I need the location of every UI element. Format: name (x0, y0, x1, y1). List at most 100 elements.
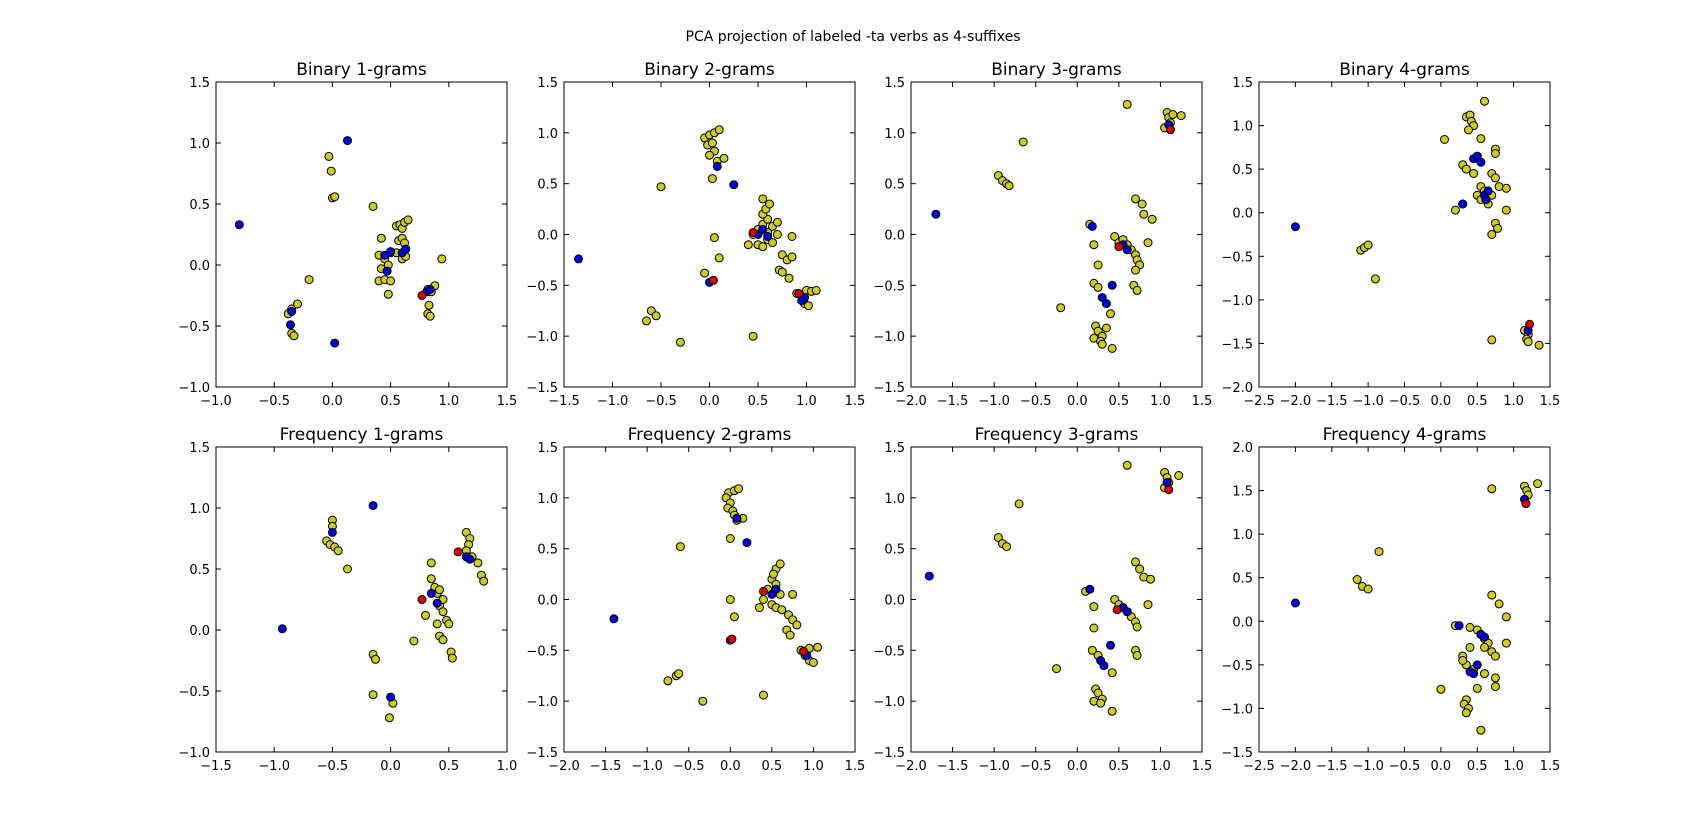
x-tick-label: 1.5 (845, 394, 866, 409)
data-point (1501, 638, 1511, 648)
data-point (1106, 640, 1115, 650)
series-yellow (283, 151, 447, 341)
data-point (794, 289, 804, 298)
y-tick-label: −0.5 (178, 320, 210, 335)
data-point (438, 607, 448, 617)
data-point (1131, 194, 1140, 204)
y-tick-label: 0.5 (189, 563, 210, 578)
x-tick-label: 0.5 (1467, 394, 1488, 409)
data-point (1122, 245, 1132, 255)
x-tick-label: −1.5 (200, 759, 232, 774)
plot-frame (1258, 446, 1551, 753)
x-tick-label: −2.5 (1243, 394, 1275, 409)
data-point (742, 538, 752, 548)
data-point (785, 630, 795, 640)
series-blue (1290, 494, 1529, 679)
data-point (1481, 195, 1491, 205)
data-point (424, 300, 434, 310)
y-tick-label: −2.0 (1221, 381, 1253, 396)
data-point (1101, 323, 1111, 333)
data-point (1525, 319, 1535, 329)
series-red (417, 291, 427, 300)
data-point (1480, 96, 1489, 106)
data-point (1493, 223, 1503, 233)
x-tick-label: 0.0 (322, 394, 343, 409)
x-tick-label: 1.0 (1150, 394, 1171, 409)
data-point (432, 598, 442, 608)
panel-2: Binary 2-grams −1.5 −1.0 −0.5 0.0 0.5 1.0 1.5 −1… (526, 60, 865, 409)
data-point (1107, 706, 1117, 716)
data-point (426, 588, 436, 598)
y-tick-label: 1.5 (189, 441, 210, 456)
data-point (386, 276, 396, 286)
data-point (286, 320, 295, 330)
data-point (1052, 664, 1061, 674)
data-point (1476, 725, 1486, 735)
data-point (1122, 607, 1132, 617)
x-tick-label: −1.5 (937, 759, 969, 774)
y-tick-label: 0.0 (537, 594, 558, 609)
data-point (698, 696, 708, 706)
y-tick-label: 2.0 (1232, 441, 1253, 456)
x-tick-label: 1.5 (845, 759, 866, 774)
data-point (1440, 135, 1449, 144)
x-tick-label: −1.5 (1316, 759, 1348, 774)
data-point (1131, 557, 1140, 567)
y-tick-label: −0.5 (1221, 659, 1253, 674)
data-point (759, 586, 768, 596)
data-point (1363, 240, 1373, 250)
x-tick-label: −0.5 (673, 759, 705, 774)
x-tick-label: 0.0 (1067, 759, 1088, 774)
data-point (1018, 137, 1028, 147)
data-point (1290, 598, 1300, 608)
data-point (403, 215, 413, 225)
x-tick-label: −1.5 (590, 759, 622, 774)
y-tick-label: 0.5 (189, 198, 210, 213)
data-point (330, 338, 340, 348)
data-point (1132, 622, 1142, 632)
data-point (1131, 265, 1140, 275)
data-point (417, 291, 427, 300)
data-point (1487, 590, 1497, 600)
data-point (1290, 222, 1300, 232)
data-point (383, 289, 393, 299)
x-tick-label: −1.0 (597, 394, 629, 409)
data-point (1143, 238, 1153, 248)
data-point (473, 558, 483, 568)
data-point (1501, 612, 1511, 622)
data-point (1490, 651, 1500, 661)
data-point (1135, 564, 1145, 574)
panel-title: Binary 3-grams (991, 60, 1122, 80)
series-red (1114, 125, 1175, 252)
data-point (759, 595, 768, 604)
data-point (1469, 669, 1479, 679)
x-tick-label: 1.5 (1540, 394, 1561, 409)
data-point (784, 273, 794, 283)
data-point (707, 174, 717, 184)
series-blue (931, 120, 1174, 309)
data-point (343, 136, 352, 146)
data-point (1458, 199, 1468, 209)
plot-frame (215, 446, 508, 753)
series-red (708, 228, 804, 298)
data-point (743, 240, 753, 250)
data-point (1089, 623, 1099, 633)
series-blue (277, 501, 475, 702)
data-point (803, 301, 813, 311)
data-point (401, 244, 411, 254)
data-point (1450, 205, 1460, 215)
panel-title: Binary 1-grams (296, 60, 427, 80)
x-tick-label: 1.0 (497, 759, 518, 774)
data-point (1107, 343, 1117, 353)
plot-frame (215, 81, 508, 388)
data-point (758, 242, 768, 252)
data-point (1533, 479, 1543, 489)
panel-title: Frequency 3-grams (975, 425, 1139, 445)
data-point (479, 576, 489, 586)
y-tick-label: 0.0 (1232, 615, 1253, 630)
data-point (707, 138, 717, 148)
data-point (1370, 274, 1380, 284)
series-yellow (1356, 96, 1544, 350)
y-tick-label: −1.0 (1221, 702, 1253, 717)
